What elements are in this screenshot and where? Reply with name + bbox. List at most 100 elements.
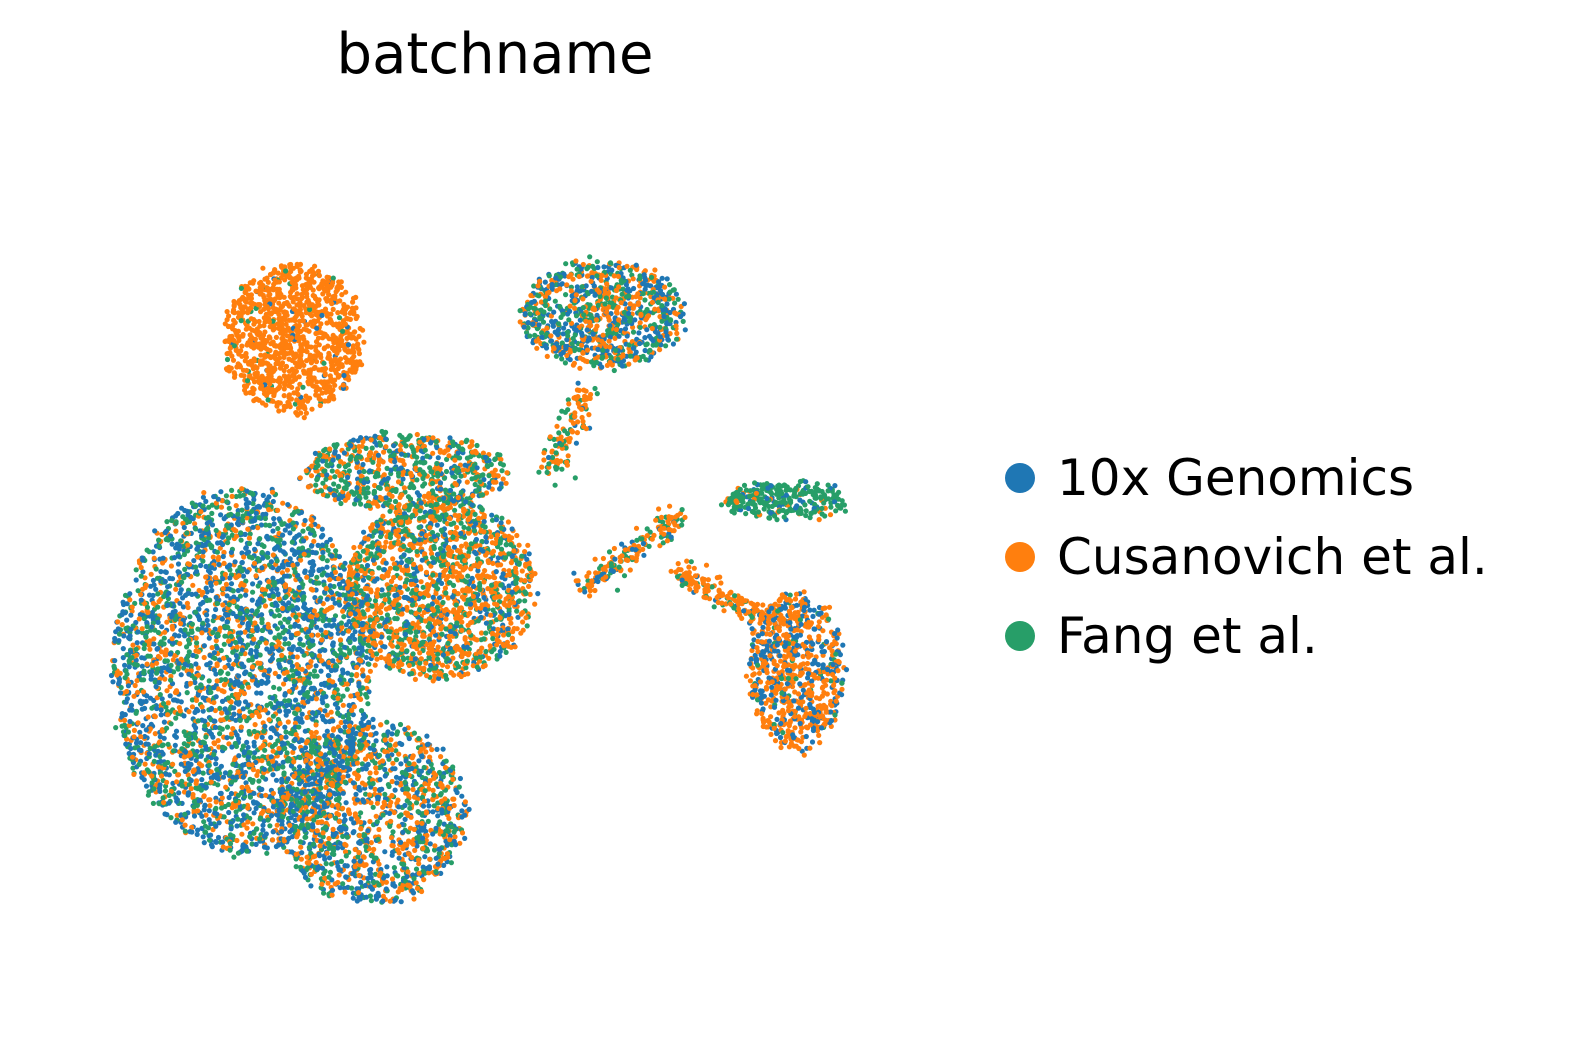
scatter-point	[311, 668, 318, 674]
scatter-point	[445, 828, 451, 834]
scatter-point	[188, 627, 194, 633]
scatter-point	[788, 740, 795, 747]
scatter-point	[340, 693, 346, 699]
scatter-point	[483, 534, 489, 540]
scatter-point	[144, 547, 150, 553]
scatter-point	[299, 545, 306, 551]
scatter-point	[832, 712, 838, 718]
scatter-point	[765, 697, 772, 703]
scatter-point	[267, 823, 273, 829]
scatter-point	[311, 375, 317, 381]
scatter-point	[315, 632, 321, 638]
scatter-point	[703, 562, 710, 568]
scatter-point	[802, 682, 808, 688]
scatter-point	[303, 306, 309, 312]
scatter-point	[459, 830, 466, 836]
scatter-point	[668, 534, 674, 540]
scatter-point	[604, 281, 610, 287]
scatter-point	[277, 620, 283, 626]
scatter-point	[819, 685, 826, 691]
scatter-point	[532, 601, 538, 607]
scatter-point	[674, 574, 681, 580]
scatter-point	[506, 583, 512, 589]
scatter-point	[313, 663, 319, 669]
scatter-point	[592, 587, 598, 594]
scatter-point	[223, 493, 229, 499]
scatter-point	[133, 657, 139, 663]
scatter-point	[201, 840, 207, 846]
scatter-point	[684, 558, 690, 564]
scatter-point	[276, 300, 282, 306]
scatter-point	[459, 793, 465, 799]
scatter-point	[324, 564, 330, 570]
scatter-point	[483, 630, 489, 636]
scatter-point	[642, 297, 648, 303]
scatter-point	[332, 474, 338, 480]
scatter-point	[178, 672, 184, 678]
scatter-point	[318, 627, 324, 633]
scatter-point	[335, 453, 342, 460]
scatter-point	[118, 684, 124, 691]
scatter-point	[299, 313, 305, 319]
scatter-point	[402, 816, 408, 823]
scatter-point	[365, 701, 371, 707]
scatter-point	[441, 862, 447, 869]
scatter-point	[667, 282, 673, 288]
scatter-point	[778, 744, 784, 751]
scatter-point	[519, 568, 525, 574]
scatter-point	[460, 467, 466, 473]
scatter-point	[373, 770, 379, 776]
scatter-point	[452, 834, 458, 840]
scatter-point	[816, 517, 822, 523]
scatter-point	[258, 309, 264, 315]
scatter-point	[143, 783, 150, 789]
scatter-point	[175, 561, 182, 567]
scatter-point	[123, 625, 129, 632]
scatter-point	[579, 414, 585, 421]
scatter-point	[270, 498, 276, 505]
scatter-point	[280, 500, 286, 506]
scatter-point	[216, 561, 222, 568]
scatter-point	[231, 317, 237, 323]
scatter-point	[314, 574, 320, 581]
scatter-point	[670, 341, 677, 347]
scatter-point	[642, 347, 648, 354]
scatter-point	[483, 490, 490, 496]
scatter-point	[325, 547, 331, 553]
scatter-point	[297, 306, 303, 313]
scatter-point	[200, 494, 206, 500]
scatter-point	[274, 602, 280, 609]
scatter-point	[381, 472, 387, 478]
scatter-point	[386, 783, 392, 790]
scatter-point	[137, 729, 143, 735]
scatter-point	[173, 528, 179, 534]
scatter-point	[542, 279, 548, 285]
scatter-point	[352, 501, 358, 507]
scatter-point	[440, 662, 446, 668]
scatter-point	[503, 541, 509, 548]
scatter-point	[499, 468, 505, 474]
scatter-point	[301, 415, 307, 421]
scatter-point	[134, 678, 140, 684]
scatter-point	[675, 296, 681, 302]
scatter-point	[206, 808, 212, 814]
scatter-point	[345, 670, 351, 676]
scatter-point	[422, 854, 428, 860]
scatter-point	[152, 528, 158, 534]
scatter-point	[414, 431, 420, 438]
scatter-point	[594, 259, 600, 265]
scatter-point	[652, 267, 658, 273]
scatter-point	[156, 598, 162, 605]
scatter-point	[457, 455, 463, 461]
scatter-point	[473, 551, 479, 557]
scatter-point	[335, 879, 341, 886]
scatter-point	[219, 795, 225, 801]
scatter-point	[747, 678, 754, 684]
scatter-point	[253, 734, 259, 740]
scatter-point	[451, 544, 457, 550]
scatter-point	[811, 607, 817, 613]
scatter-point	[258, 690, 264, 696]
scatter-point	[329, 468, 335, 474]
scatter-point	[189, 704, 195, 710]
scatter-point	[423, 532, 429, 539]
